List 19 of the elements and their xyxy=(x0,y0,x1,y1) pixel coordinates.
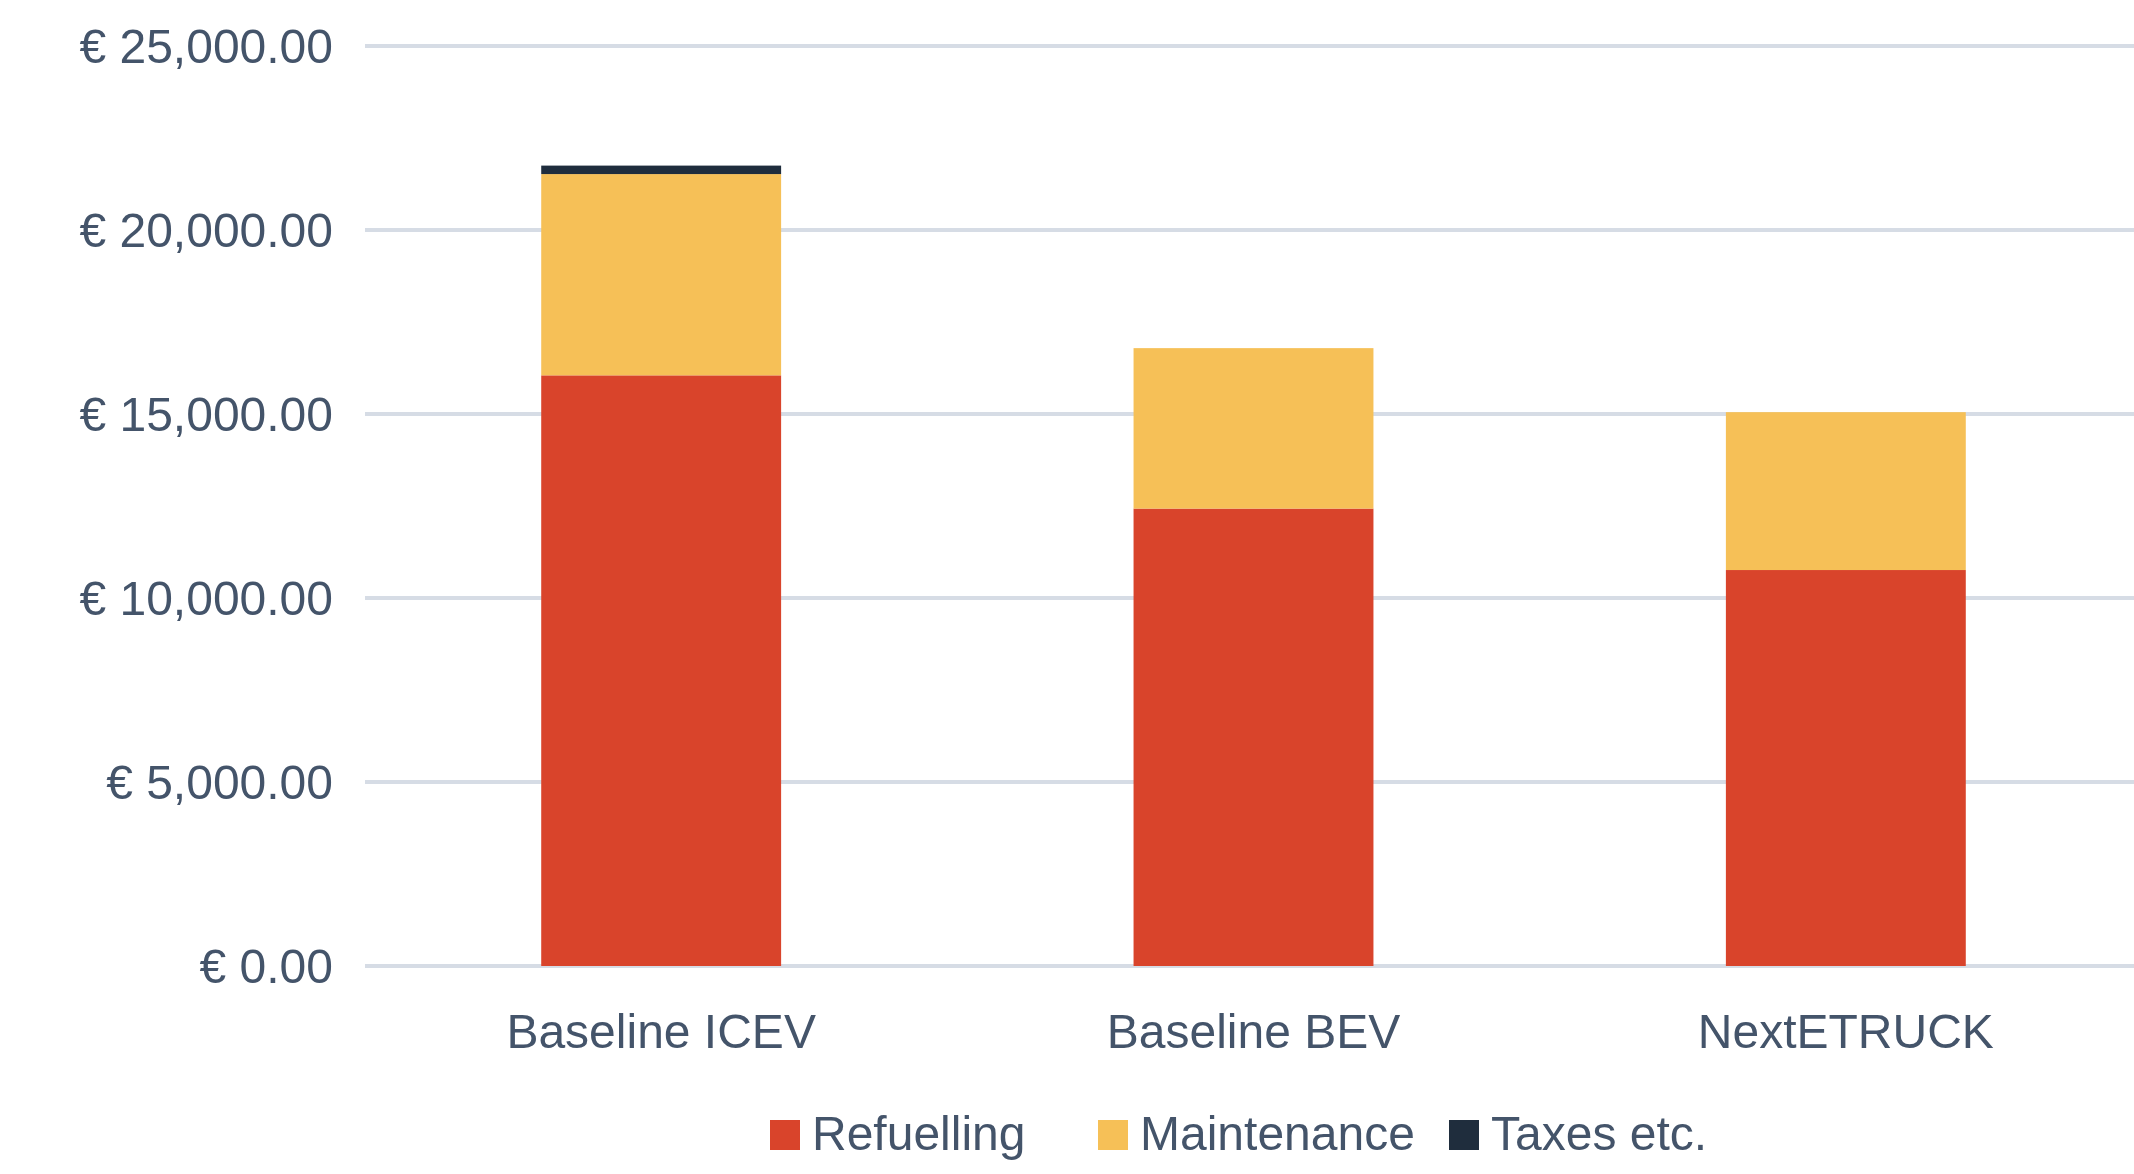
y-tick-label: € 5,000.00 xyxy=(106,755,333,809)
bar xyxy=(1133,348,1374,509)
bar xyxy=(541,375,782,966)
y-tick-label: € 25,000.00 xyxy=(79,19,333,73)
bar xyxy=(1133,508,1374,966)
bar xyxy=(1725,412,1966,571)
y-tick-label: € 20,000.00 xyxy=(79,203,333,257)
y-tick-label: € 0.00 xyxy=(199,939,333,993)
bar xyxy=(541,165,782,175)
y-tick-label: € 15,000.00 xyxy=(79,387,333,441)
legend-label: Refuelling xyxy=(812,1107,1026,1160)
bar xyxy=(541,174,782,376)
legend-label: Maintenance xyxy=(1140,1107,1415,1160)
x-tick-label: Baseline ICEV xyxy=(506,1005,816,1058)
bar xyxy=(1725,570,1966,966)
x-tick-label: Baseline BEV xyxy=(1106,1005,1401,1058)
x-tick-label: NextETRUCK xyxy=(1697,1005,1994,1058)
legend-label: Taxes etc. xyxy=(1491,1107,1708,1160)
y-tick-label: € 10,000.00 xyxy=(79,571,333,625)
